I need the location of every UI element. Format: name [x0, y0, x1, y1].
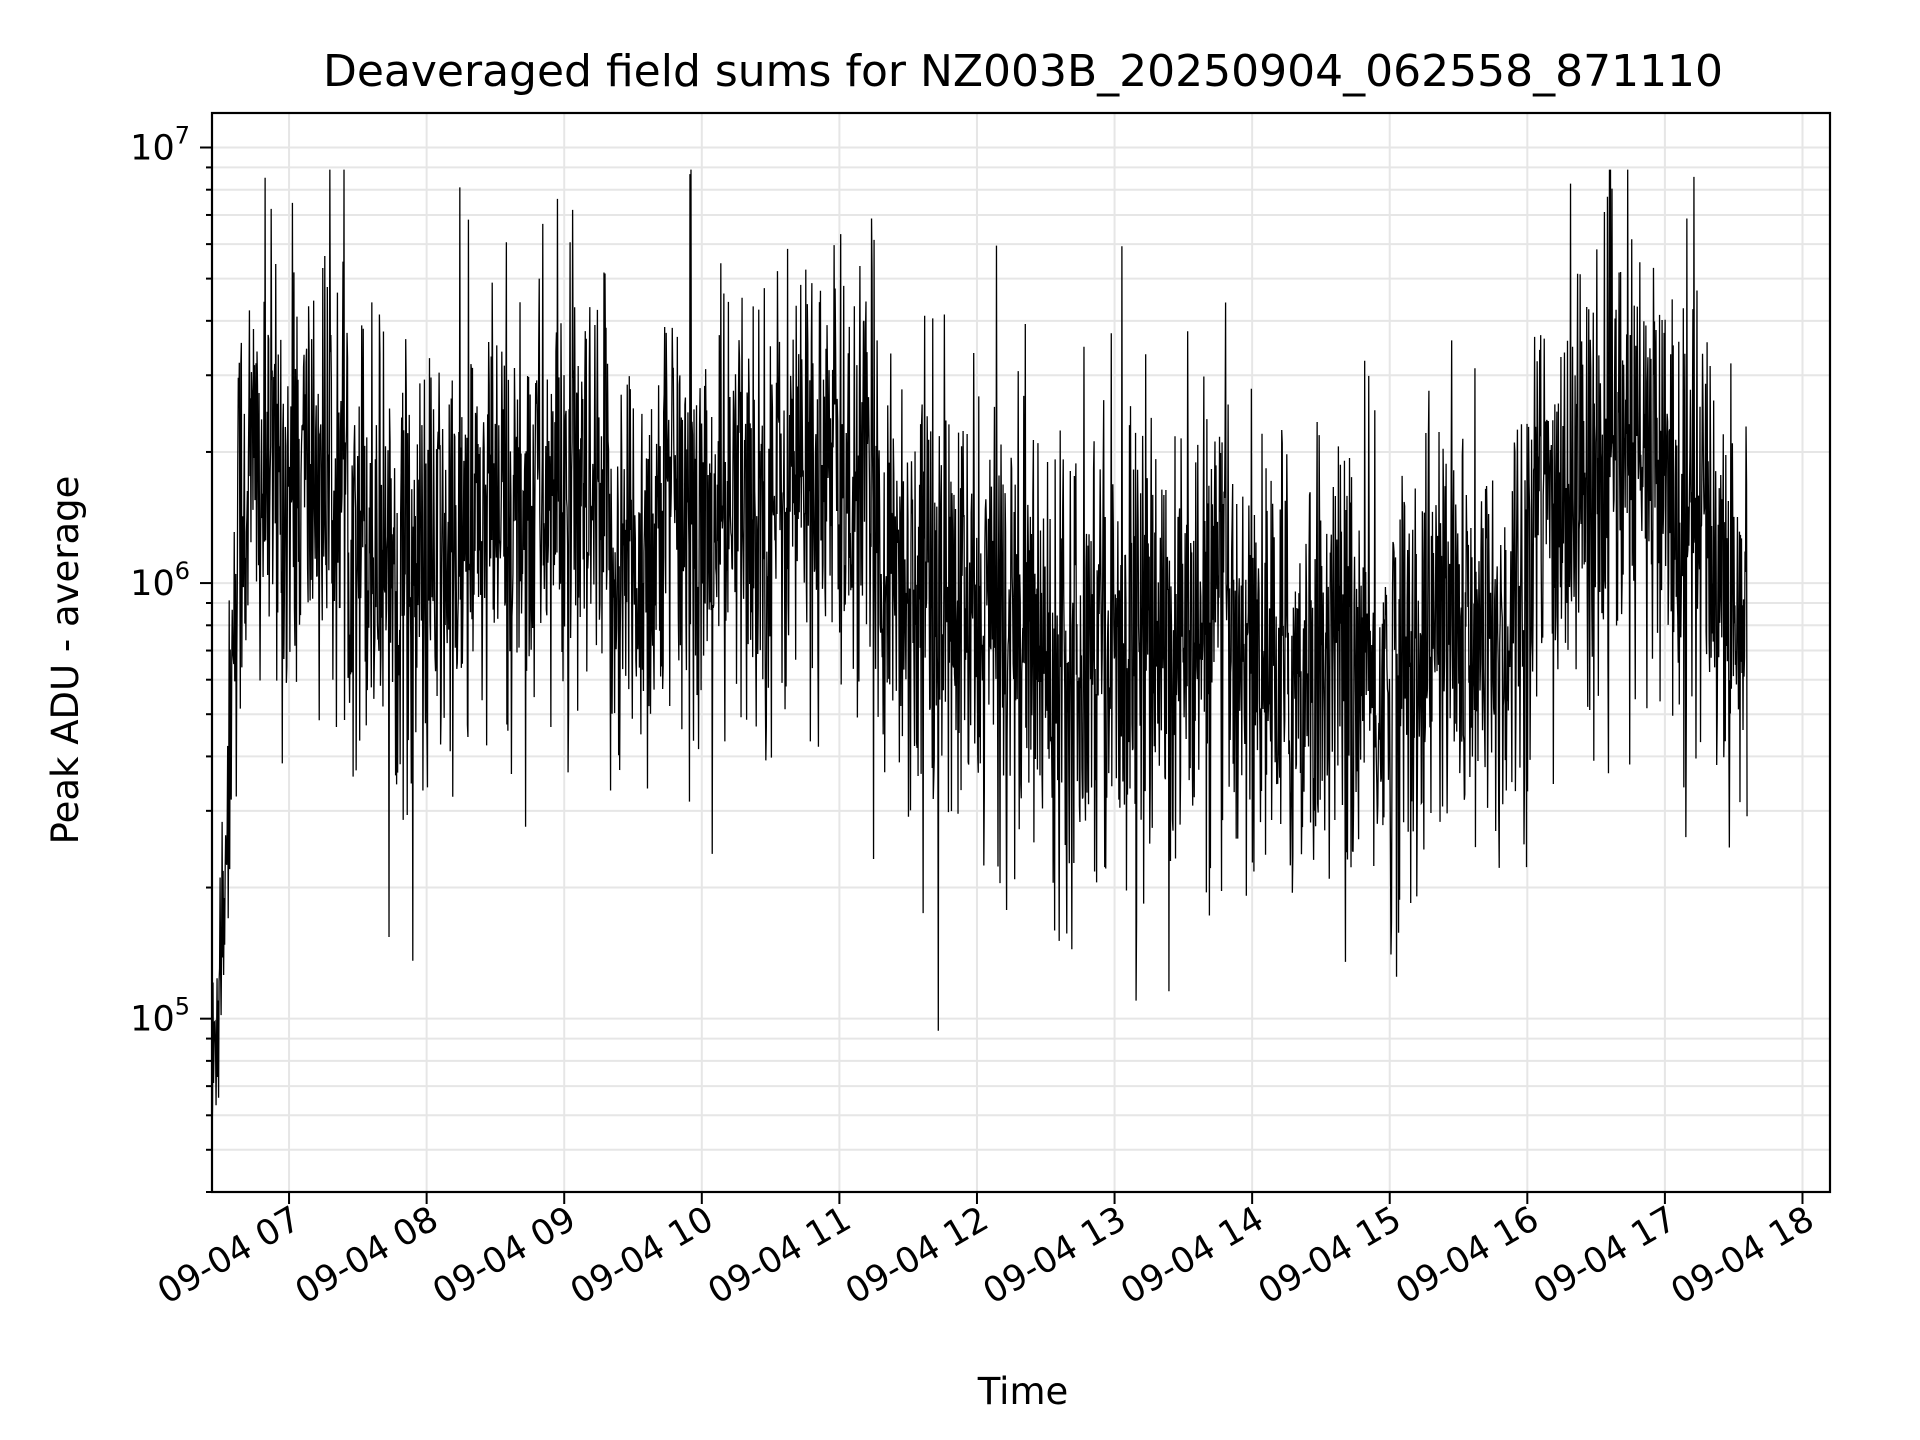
plot-frame	[210, 111, 1832, 1194]
y-tick-base: 10	[130, 1000, 175, 1040]
y-tick-base: 10	[130, 128, 175, 168]
y-axis-label: Peak ADU - average	[44, 476, 87, 845]
y-tick-label: 105	[130, 993, 190, 1040]
y-tick-exponent: 6	[175, 557, 190, 585]
y-tick-base: 10	[130, 564, 175, 604]
series-line	[211, 169, 1748, 1140]
y-tick-exponent: 5	[175, 993, 190, 1021]
x-axis-label: Time	[977, 1370, 1069, 1413]
y-tick-exponent: 7	[175, 121, 190, 149]
chart-title: Deaveraged field sums for NZ003B_2025090…	[323, 46, 1723, 97]
y-tick-label: 106	[130, 557, 190, 604]
y-tick-label: 107	[130, 121, 190, 168]
